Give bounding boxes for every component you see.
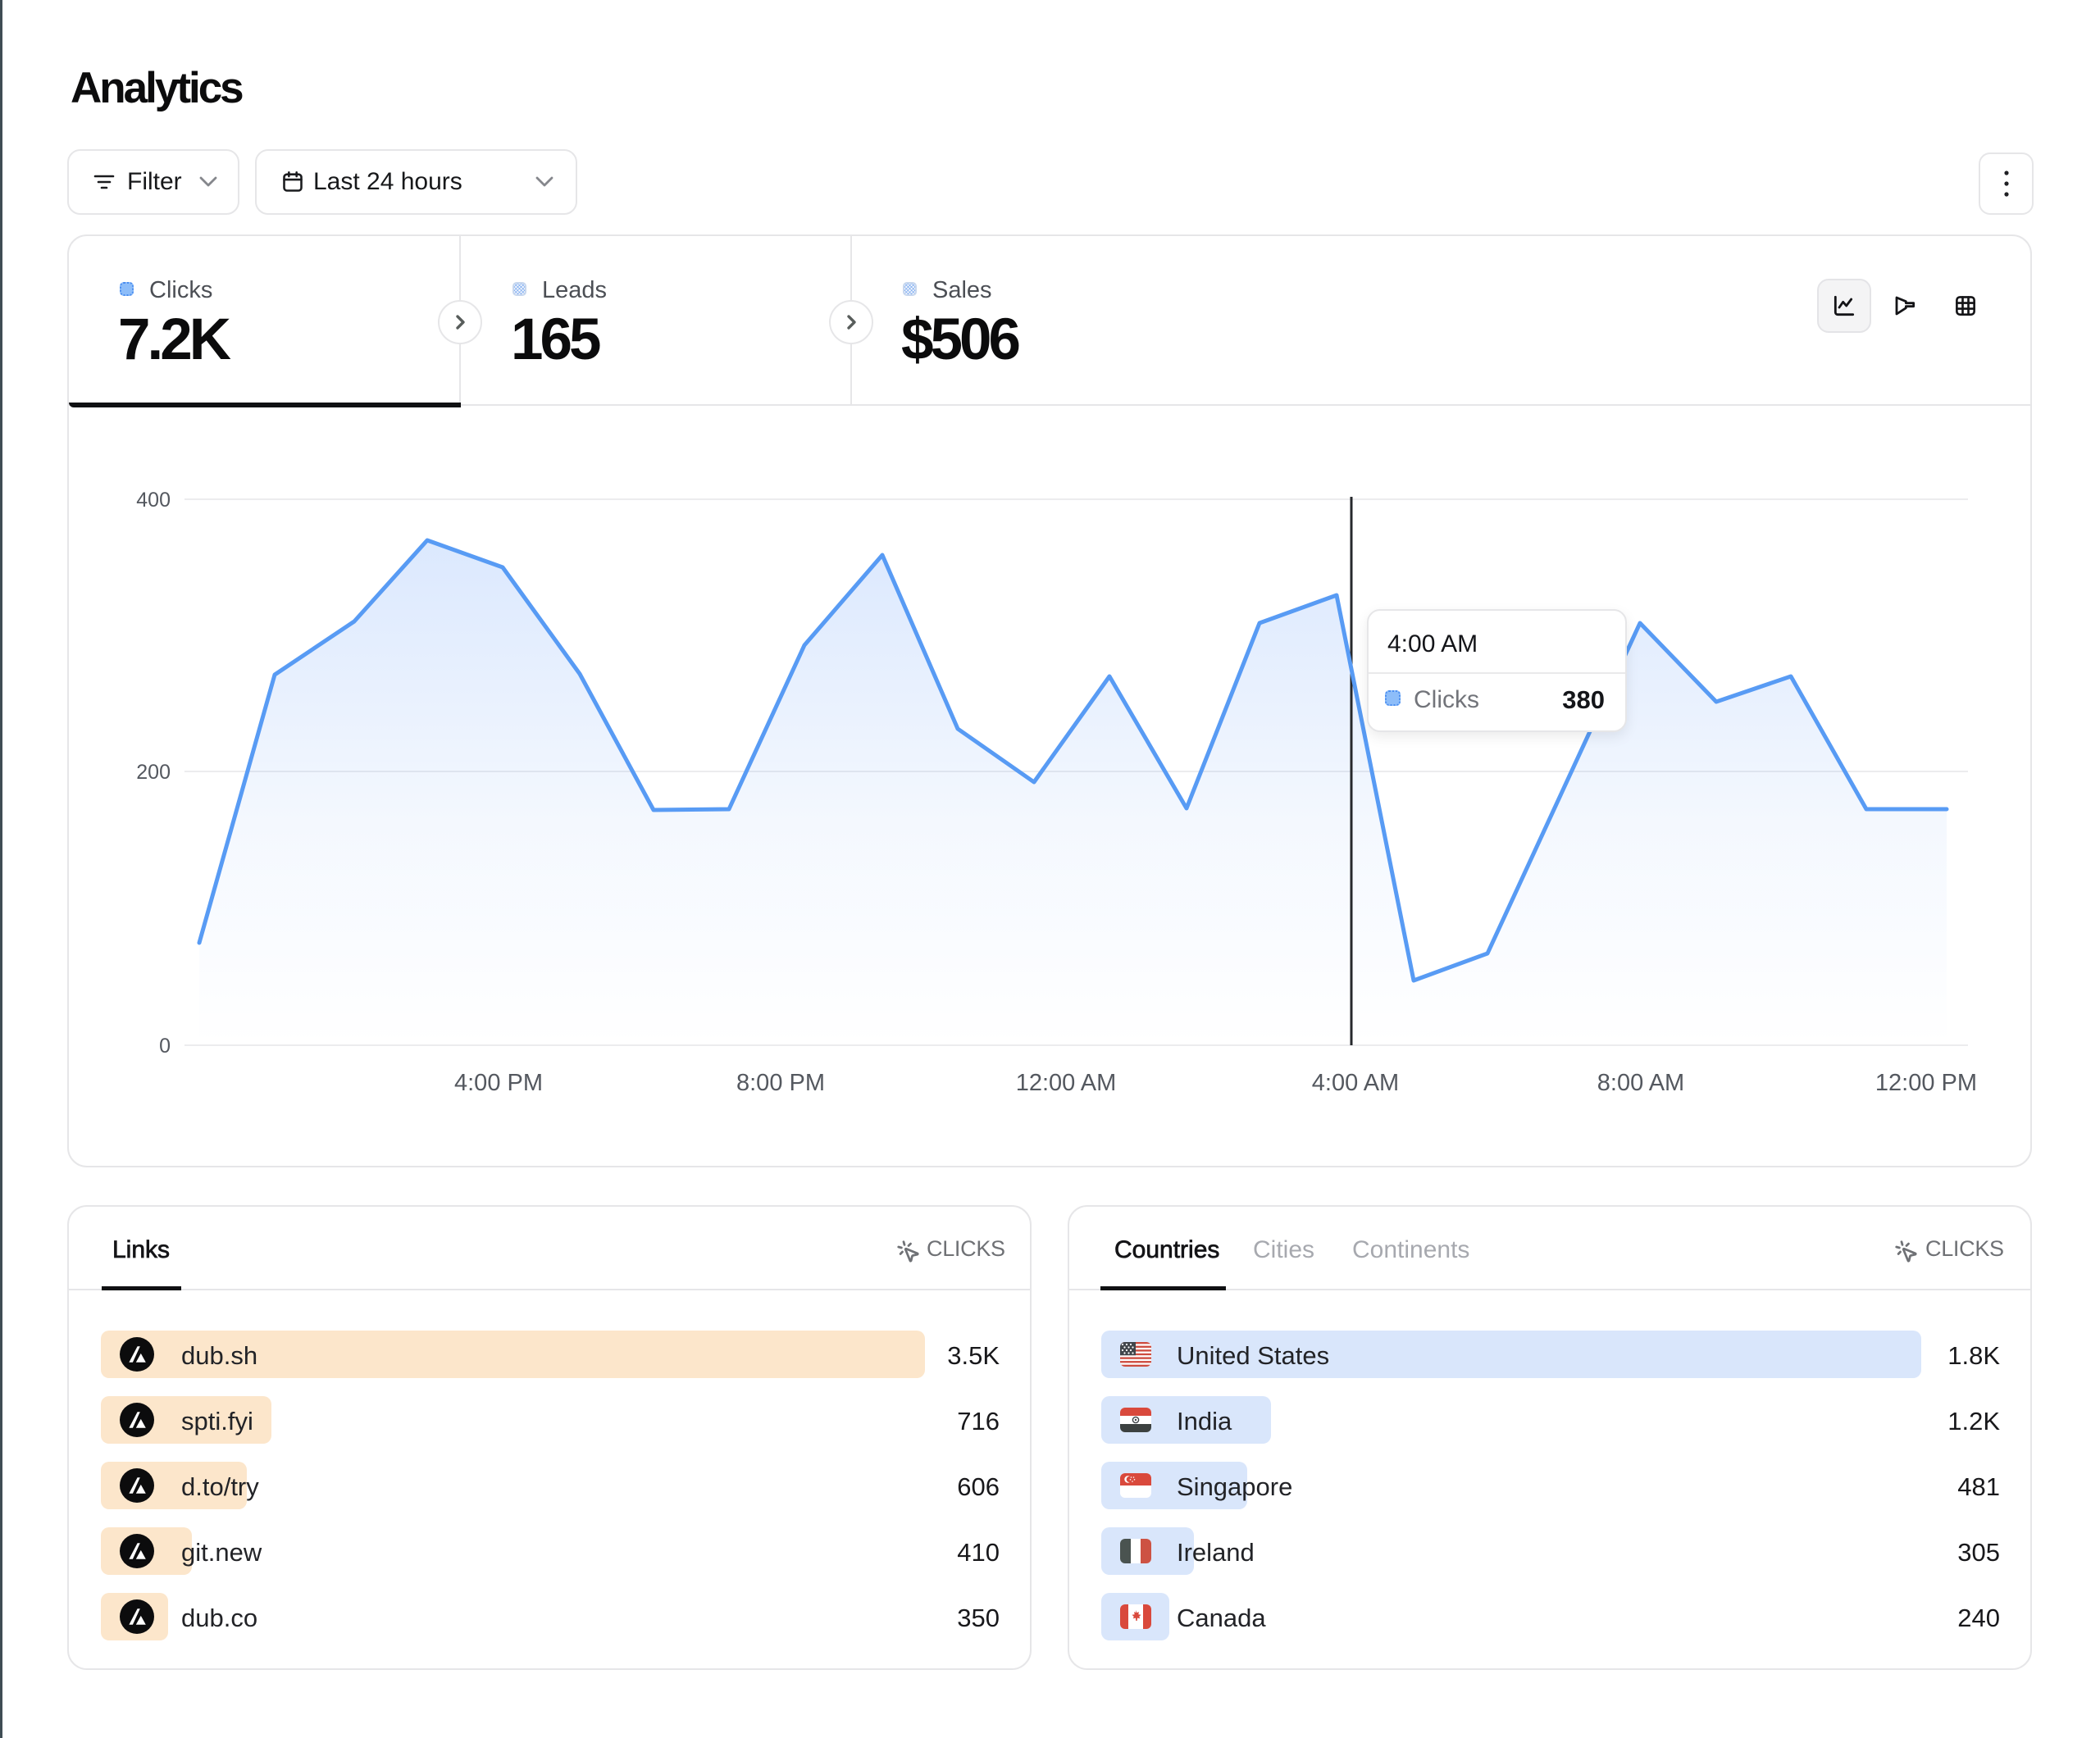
svg-text:200: 200	[136, 761, 171, 784]
svg-text:4:00 AM: 4:00 AM	[1312, 1070, 1399, 1096]
svg-text:0: 0	[159, 1035, 171, 1058]
svg-text:12:00 AM: 12:00 AM	[1016, 1070, 1117, 1096]
svg-text:12:00 PM: 12:00 PM	[1875, 1070, 1977, 1096]
svg-text:8:00 PM: 8:00 PM	[736, 1070, 825, 1096]
svg-text:400: 400	[136, 489, 171, 512]
svg-text:8:00 AM: 8:00 AM	[1597, 1070, 1684, 1096]
svg-text:4:00 PM: 4:00 PM	[454, 1070, 543, 1096]
